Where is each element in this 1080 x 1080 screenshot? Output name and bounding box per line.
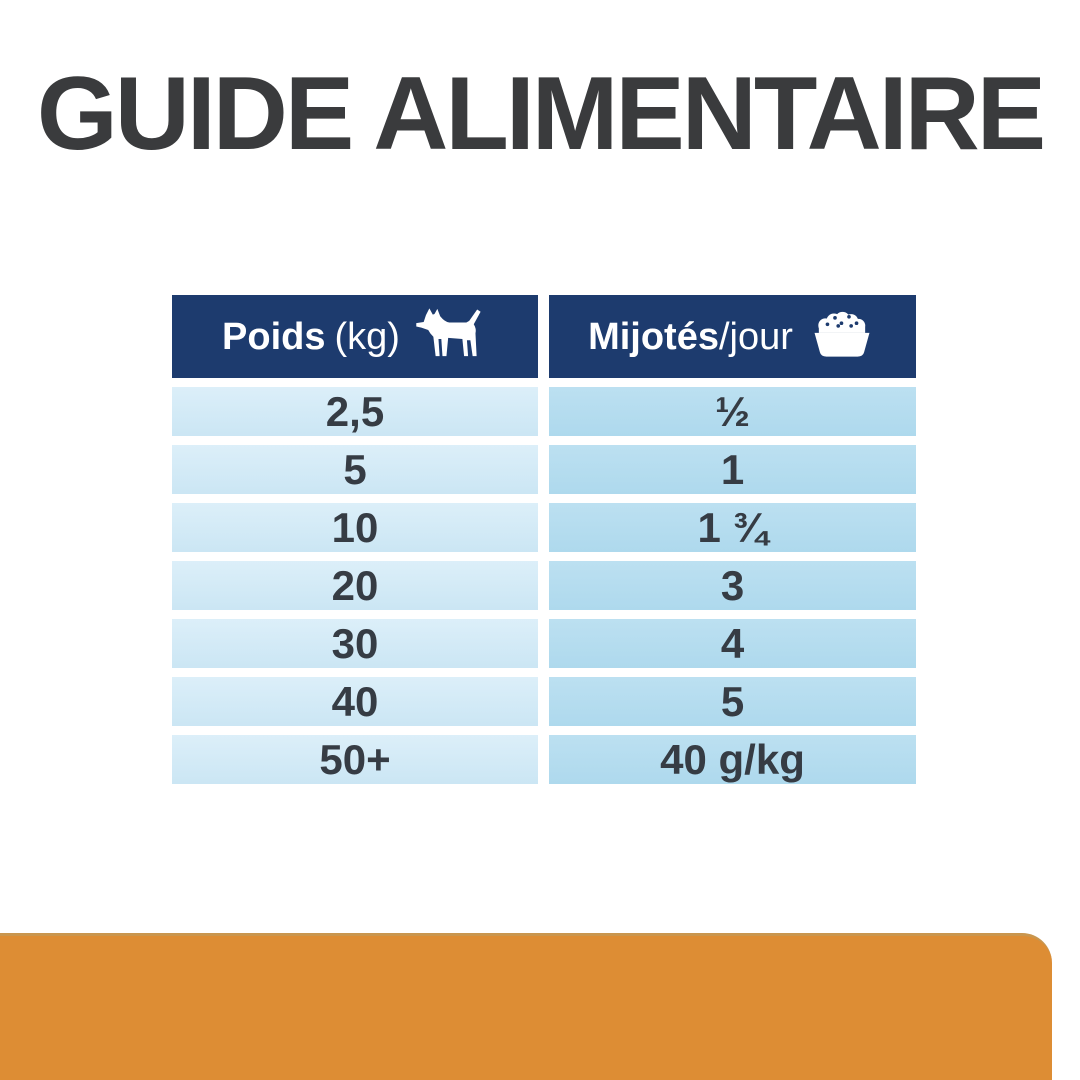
weight-cell-row-4: 20 — [172, 561, 538, 610]
portion-value: 5 — [720, 677, 745, 725]
weight-cell-row-7: 50+ — [172, 735, 538, 784]
page-title: GUIDE ALIMENTAIRE — [36, 56, 1046, 172]
portion-cell-row-2: 1 — [549, 445, 916, 494]
portion-value: 1 ¾ — [697, 503, 768, 551]
weight-cell-row-6: 40 — [172, 677, 538, 726]
dog-icon — [414, 307, 488, 367]
weight-value: 20 — [331, 561, 379, 609]
column-header-portions-label: Mijotés/jour — [588, 315, 793, 358]
portion-value: 40 g/kg — [660, 735, 805, 783]
column-header-portions: Mijotés/jour — [549, 295, 916, 378]
weight-cell-row-3: 10 — [172, 503, 538, 552]
portion-value: 1 — [720, 445, 745, 493]
portion-cell-row-5: 4 — [549, 619, 916, 668]
column-header-weight: Poids (kg) — [172, 295, 538, 378]
column-header-weight-label: Poids (kg) — [222, 315, 400, 358]
portion-cell-row-7: 40 g/kg — [549, 735, 916, 784]
portion-cell-row-4: 3 — [549, 561, 916, 610]
weight-value: 50+ — [319, 735, 391, 783]
weight-value: 5 — [343, 445, 367, 493]
portion-cell-row-6: 5 — [549, 677, 916, 726]
portion-value: 3 — [720, 561, 745, 609]
bottom-orange-band — [0, 933, 1052, 1080]
portion-value: ½ — [714, 387, 751, 435]
weight-cell-row-5: 30 — [172, 619, 538, 668]
portion-cell-row-1: ½ — [549, 387, 916, 436]
weight-value: 30 — [331, 619, 379, 667]
food-bowl-icon — [807, 307, 877, 366]
weight-value: 2,5 — [325, 387, 385, 435]
weight-cell-row-2: 5 — [172, 445, 538, 494]
weight-value: 10 — [331, 503, 379, 551]
feeding-guide-table: Poids (kg) Mijotés/jour — [172, 295, 916, 784]
portion-cell-row-3: 1 ¾ — [549, 503, 916, 552]
weight-value: 40 — [331, 677, 379, 725]
weight-cell-row-1: 2,5 — [172, 387, 538, 436]
portion-value: 4 — [720, 619, 745, 667]
